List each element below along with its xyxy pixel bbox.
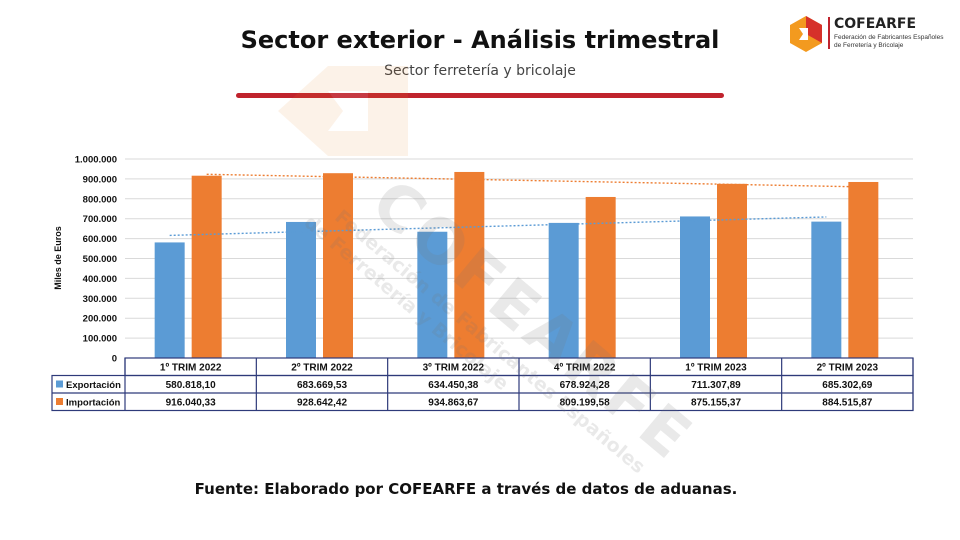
title-underline	[236, 93, 724, 98]
y-tick-label: 400.000	[83, 274, 117, 285]
y-tick-label: 800.000	[83, 194, 117, 205]
y-tick-label: 500.000	[83, 254, 117, 265]
brand-logo: COFEARFE Federación de Fabricantes Españ…	[786, 14, 956, 54]
logo-subtitle-line2: de Ferretería y Bricolaje	[834, 42, 904, 49]
x-category-label: 3º TRIM 2022	[423, 363, 485, 374]
y-tick-label: 600.000	[83, 234, 117, 245]
x-category-label: 4º TRIM 2022	[554, 363, 616, 374]
bar-importacion	[454, 171, 485, 358]
data-label: 634.450,38	[428, 380, 478, 391]
data-label: 884.515,87	[822, 398, 872, 409]
bar-exportacion	[680, 216, 710, 358]
data-label: 916.040,33	[166, 398, 216, 409]
bar-exportacion	[417, 231, 448, 358]
chart-grid	[125, 158, 913, 359]
y-tick-label: 0	[112, 354, 117, 365]
data-label: 685.302,69	[822, 380, 872, 391]
legend-label: Exportación	[66, 380, 121, 391]
data-label: 711.307,89	[691, 380, 741, 391]
y-tick-label: 1.000.000	[75, 155, 117, 166]
x-category-label: 2º TRIM 2023	[817, 363, 879, 374]
bar-exportacion	[548, 222, 579, 358]
y-axis-label: Miles de Euros	[53, 226, 63, 290]
cofearfe-logo-icon	[790, 16, 822, 52]
legend-swatch	[56, 398, 63, 405]
y-tick-label: 900.000	[83, 174, 117, 185]
data-label: 934.863,67	[428, 398, 478, 409]
x-category-label: 2º TRIM 2022	[291, 363, 353, 374]
y-axis-ticks: 0 100.000 200.000 300.000 400.000 500.000 600.…	[75, 155, 117, 365]
chart-bars	[154, 171, 879, 358]
legend-swatch	[56, 380, 63, 388]
bar-importacion	[323, 173, 353, 358]
bar-importacion	[717, 183, 747, 358]
source-note: Fuente: Elaborado por COFEARFE a través …	[194, 480, 738, 498]
data-label: 678.924,28	[560, 380, 610, 391]
x-category-label: 1º TRIM 2022	[160, 363, 222, 374]
x-category-label: 1º TRIM 2023	[685, 363, 747, 374]
watermark-shape-icon	[278, 66, 408, 156]
bar-exportacion	[811, 221, 842, 358]
logo-subtitle-line1: Federación de Fabricantes Españoles	[834, 34, 944, 41]
bar-importacion	[191, 175, 222, 358]
trend-lines	[169, 173, 864, 237]
page-title: Sector exterior - Análisis trimestral	[240, 26, 720, 54]
y-tick-label: 100.000	[83, 334, 117, 345]
data-label: 683.669,53	[297, 380, 347, 391]
data-label: 928.642,42	[297, 398, 347, 409]
data-label: 809.199,58	[560, 398, 610, 409]
legend-label: Importación	[66, 398, 121, 409]
trendline-exportacion	[169, 216, 827, 237]
page-subtitle: Sector ferretería y bricolaje	[384, 63, 576, 79]
bar-importacion	[848, 181, 879, 358]
y-tick-label: 300.000	[83, 294, 117, 305]
bar-importacion	[585, 196, 616, 358]
data-table: 1º TRIM 2022 2º TRIM 2022 3º TRIM 2022 4º T…	[51, 357, 914, 412]
data-label: 875.155,37	[691, 398, 741, 409]
y-tick-label: 200.000	[83, 314, 117, 325]
bar-exportacion	[286, 221, 316, 358]
bar-exportacion	[154, 242, 185, 358]
y-tick-label: 700.000	[83, 214, 117, 225]
logo-name: COFEARFE	[834, 16, 917, 32]
data-label: 580.818,10	[166, 380, 216, 391]
trendline-importacion	[206, 173, 864, 188]
logo-separator	[828, 17, 830, 49]
